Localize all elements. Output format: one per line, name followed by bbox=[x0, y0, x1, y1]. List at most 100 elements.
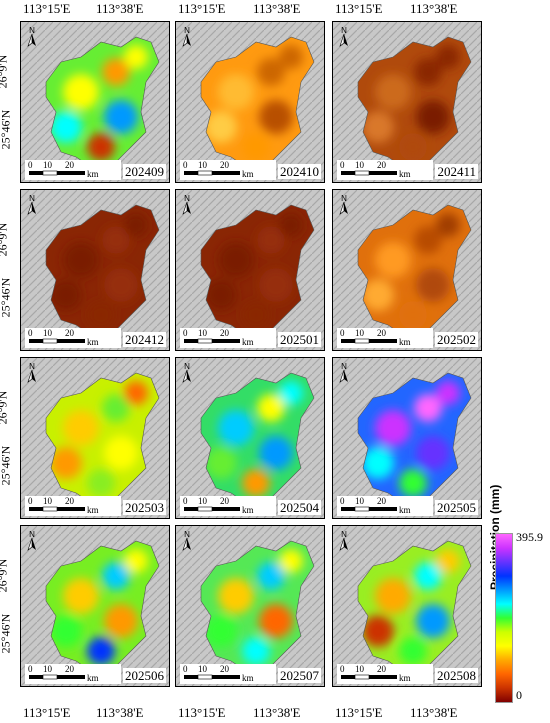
precipitation-blob bbox=[50, 615, 82, 647]
lon-label-top-3-east: 113°38'E bbox=[410, 1, 458, 16]
svg-text:10: 10 bbox=[198, 160, 208, 170]
north-label: N bbox=[184, 530, 190, 539]
map-panel-202502: N 0 10 20 km 202502 bbox=[332, 189, 482, 351]
lat-label-row4-south: 25°46'N bbox=[0, 613, 13, 654]
map-svg-202503 bbox=[21, 358, 169, 518]
precipitation-blob bbox=[399, 133, 427, 161]
north-arrow-icon: N bbox=[25, 361, 39, 383]
precipitation-blob bbox=[362, 447, 394, 479]
svg-text:10: 10 bbox=[355, 664, 365, 674]
north-arrow-icon: N bbox=[25, 25, 39, 47]
scale-bar: 0 10 20 km bbox=[25, 328, 121, 348]
precipitation-blob bbox=[87, 133, 115, 161]
north-arrow-icon: N bbox=[337, 361, 351, 383]
precipitation-blob bbox=[124, 549, 148, 573]
svg-text:20: 20 bbox=[65, 664, 75, 674]
scale-bar: 0 10 20 km bbox=[337, 496, 433, 516]
svg-text:km: km bbox=[242, 505, 254, 515]
precipitation-surface bbox=[201, 373, 314, 503]
region-outline bbox=[200, 372, 315, 504]
map-panel-202506: N 0 10 20 km 202506 bbox=[20, 525, 170, 687]
svg-text:0: 0 bbox=[340, 664, 345, 674]
north-label: N bbox=[29, 530, 35, 539]
panel-title-202506: 202506 bbox=[123, 668, 166, 683]
precipitation-blob bbox=[63, 578, 99, 614]
north-label: N bbox=[341, 530, 347, 539]
precipitation-blob bbox=[259, 268, 293, 302]
precipitation-blob bbox=[259, 100, 293, 134]
precipitation-blob bbox=[416, 604, 450, 638]
precipitation-blob bbox=[259, 604, 293, 638]
svg-text:0: 0 bbox=[340, 160, 345, 170]
scale-bar: 0 10 20 km bbox=[25, 664, 121, 684]
region-outline bbox=[45, 540, 160, 672]
svg-text:10: 10 bbox=[43, 160, 53, 170]
svg-text:10: 10 bbox=[355, 328, 365, 338]
precipitation-surface bbox=[358, 37, 471, 167]
lon-label-bottom-2-east: 113°38'E bbox=[253, 705, 301, 720]
precipitation-blob bbox=[375, 578, 411, 614]
precipitation-blob bbox=[375, 410, 411, 446]
precipitation-surface bbox=[46, 37, 159, 167]
precipitation-blob bbox=[257, 58, 285, 86]
scale-bar: 0 10 20 km bbox=[180, 160, 276, 180]
north-arrow-icon: N bbox=[180, 25, 194, 47]
map-svg-202507 bbox=[176, 526, 324, 686]
map-panel-202409: N 0 10 20 km 202409 bbox=[20, 21, 170, 183]
svg-text:10: 10 bbox=[355, 496, 365, 506]
precipitation-blob bbox=[279, 549, 303, 573]
lon-label-bottom-1-east: 113°38'E bbox=[96, 705, 144, 720]
legend-min-value: 0 bbox=[516, 688, 522, 702]
precipitation-blob bbox=[218, 74, 254, 110]
map-svg-202411 bbox=[333, 22, 481, 182]
svg-text:0: 0 bbox=[183, 160, 188, 170]
precipitation-blob bbox=[436, 381, 460, 405]
precipitation-blob bbox=[375, 242, 411, 278]
map-svg-202501 bbox=[176, 190, 324, 350]
region-outline bbox=[45, 36, 160, 168]
precipitation-blob bbox=[102, 562, 130, 590]
lon-label-top-2-east: 113°38'E bbox=[253, 1, 301, 16]
precipitation-blob bbox=[257, 562, 285, 590]
region-outline bbox=[200, 204, 315, 336]
svg-text:20: 20 bbox=[220, 328, 230, 338]
region-outline bbox=[357, 540, 472, 672]
svg-text:20: 20 bbox=[65, 496, 75, 506]
lon-label-bottom-3-west: 113°15'E bbox=[335, 705, 383, 720]
map-panel-202411: N 0 10 20 km 202411 bbox=[332, 21, 482, 183]
precipitation-blob bbox=[218, 242, 254, 278]
map-panel-202504: N 0 10 20 km 202504 bbox=[175, 357, 325, 519]
region-outline bbox=[45, 372, 160, 504]
panel-title-202502: 202502 bbox=[435, 332, 478, 347]
lat-label-row3-south: 25°46'N bbox=[0, 445, 13, 486]
scale-bar: 0 10 20 km bbox=[337, 664, 433, 684]
map-panel-202412: N 0 10 20 km 202412 bbox=[20, 189, 170, 351]
precipitation-blob bbox=[205, 447, 237, 479]
precipitation-blob bbox=[104, 268, 138, 302]
scale-bar: 0 10 20 km bbox=[180, 664, 276, 684]
lat-label-row1-north: 26°9'N bbox=[0, 54, 10, 89]
precipitation-blob bbox=[257, 226, 285, 254]
svg-text:km: km bbox=[399, 673, 411, 683]
precipitation-blob bbox=[102, 394, 130, 422]
precipitation-surface bbox=[46, 373, 159, 503]
svg-text:0: 0 bbox=[340, 496, 345, 506]
north-arrow-icon: N bbox=[25, 529, 39, 551]
lon-label-bottom-3-east: 113°38'E bbox=[410, 705, 458, 720]
svg-text:km: km bbox=[399, 337, 411, 347]
north-arrow-icon: N bbox=[337, 193, 351, 215]
map-panel-202503: N 0 10 20 km 202503 bbox=[20, 357, 170, 519]
precipitation-surface bbox=[358, 205, 471, 335]
map-svg-202505 bbox=[333, 358, 481, 518]
precipitation-blob bbox=[205, 279, 237, 311]
precipitation-blob bbox=[242, 469, 270, 497]
region-outline bbox=[357, 372, 472, 504]
precipitation-blob bbox=[50, 111, 82, 143]
lat-label-row3-north: 26°9'N bbox=[0, 390, 10, 425]
precipitation-blob bbox=[414, 562, 442, 590]
north-arrow-icon: N bbox=[180, 361, 194, 383]
precipitation-blob bbox=[259, 436, 293, 470]
panel-title-202508: 202508 bbox=[435, 668, 478, 683]
panel-title-202411: 202411 bbox=[435, 164, 478, 179]
lon-label-top-3-west: 113°15'E bbox=[335, 1, 383, 16]
